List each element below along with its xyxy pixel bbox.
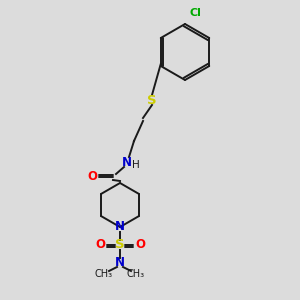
Text: H: H xyxy=(132,160,140,170)
Text: O: O xyxy=(95,238,105,251)
Text: CH₃: CH₃ xyxy=(127,269,145,279)
Text: S: S xyxy=(115,238,125,251)
Text: N: N xyxy=(115,220,125,233)
Text: CH₃: CH₃ xyxy=(95,269,113,279)
Text: O: O xyxy=(87,170,97,184)
Text: N: N xyxy=(115,256,125,269)
Text: Cl: Cl xyxy=(190,8,202,18)
Text: N: N xyxy=(122,155,132,169)
Text: S: S xyxy=(147,94,157,106)
Text: O: O xyxy=(135,238,145,251)
